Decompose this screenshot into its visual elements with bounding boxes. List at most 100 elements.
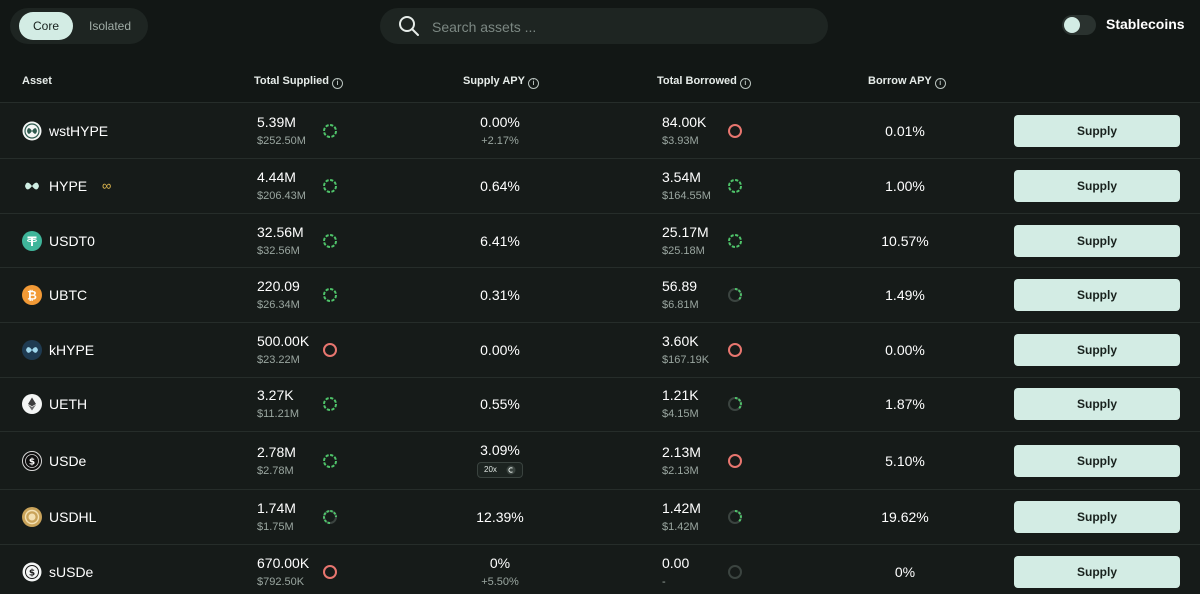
table-header: Asset Total Supplied i Supply APY i Total … xyxy=(0,62,1200,103)
supply-button[interactable]: Supply xyxy=(1014,334,1180,366)
multiplier-label: 20x xyxy=(484,465,497,474)
supply-apy-bonus: +5.50% xyxy=(481,576,519,588)
table-row[interactable]: kHYPE 500.00K $23.22M 0.00% 3.60K $167.1… xyxy=(0,323,1200,378)
table-row[interactable]: USDT0 32.56M $32.56M 6.41% 25.17M $25.18… xyxy=(0,214,1200,268)
total-supplied-usd: $11.21M xyxy=(257,408,299,420)
total-borrowed-usd: $167.19K xyxy=(662,354,710,366)
points-multiplier-badge: 20x xyxy=(477,462,523,478)
supply-cap-ring-icon xyxy=(323,179,337,193)
total-supplied-value: 3.27K xyxy=(257,387,294,403)
supply-cap-ring-icon xyxy=(323,397,337,411)
total-borrowed-value: 56.89 xyxy=(662,278,698,294)
borrow-apy-value: 1.00% xyxy=(885,178,925,194)
svg-text:₿: ₿ xyxy=(27,289,37,303)
info-icon[interactable]: i xyxy=(934,78,946,89)
borrow-cap-ring-icon xyxy=(728,565,742,579)
market-segment-control: Core Isolated xyxy=(10,8,148,44)
total-borrowed-usd: $1.42M xyxy=(662,521,699,533)
column-total-borrowed[interactable]: Total Borrowed i xyxy=(657,75,751,89)
column-asset: Asset xyxy=(22,75,52,87)
supply-button[interactable]: Supply xyxy=(1014,225,1180,257)
table-row[interactable]: UETH 3.27K $11.21M 0.55% 1.21K $4.15M 1.… xyxy=(0,378,1200,432)
table-row[interactable]: ₿ UBTC 220.09 $26.34M 0.31% 56.89 $6.81M… xyxy=(0,268,1200,323)
total-supplied-usd: $2.78M xyxy=(257,465,294,477)
borrow-apy-value: 1.87% xyxy=(885,396,925,412)
total-supplied-value: 500.00K xyxy=(257,333,310,349)
total-supplied-value: 4.44M xyxy=(257,169,296,185)
asset-name: wstHYPE xyxy=(49,123,109,139)
supply-button[interactable]: Supply xyxy=(1014,556,1180,588)
supply-apy-value: 6.41% xyxy=(480,233,520,249)
supply-button[interactable]: Supply xyxy=(1014,279,1180,311)
supply-button[interactable]: Supply xyxy=(1014,445,1180,477)
total-supplied-value: 220.09 xyxy=(257,278,300,294)
column-total-supplied[interactable]: Total Supplied i xyxy=(254,75,343,89)
total-supplied-usd: $23.22M xyxy=(257,354,300,366)
susde-token-icon: $ xyxy=(22,562,42,582)
column-borrow-apy[interactable]: Borrow APY i xyxy=(868,75,946,89)
info-icon[interactable]: i xyxy=(527,78,539,89)
borrow-apy-value: 0.01% xyxy=(885,123,925,139)
table-row[interactable]: $ sUSDe 670.00K $792.50K 0% +5.50% 0.00 … xyxy=(0,545,1200,594)
supply-button[interactable]: Supply xyxy=(1014,115,1180,147)
loop-icon: ∞ xyxy=(102,178,112,193)
total-supplied-usd: $206.43M xyxy=(257,190,306,202)
search-bar xyxy=(380,8,828,46)
total-supplied-value: 2.78M xyxy=(257,444,296,460)
supply-cap-ring-icon xyxy=(323,288,337,302)
supply-button[interactable]: Supply xyxy=(1014,501,1180,533)
ethena-points-icon xyxy=(506,465,516,475)
borrow-cap-ring-icon xyxy=(728,343,742,357)
supply-button[interactable]: Supply xyxy=(1014,170,1180,202)
tab-core[interactable]: Core xyxy=(19,12,73,40)
usde-token-icon: $ xyxy=(22,451,42,471)
borrow-cap-ring-icon xyxy=(728,179,742,193)
info-icon[interactable]: i xyxy=(739,78,751,89)
total-supplied-usd: $1.75M xyxy=(257,521,294,533)
borrow-cap-ring-icon xyxy=(728,234,742,248)
supply-apy-value: 3.09% xyxy=(480,442,520,458)
total-borrowed-value: 3.60K xyxy=(662,333,699,349)
hype-token-icon xyxy=(22,176,42,196)
column-supply-apy[interactable]: Supply APY i xyxy=(463,75,539,89)
supply-apy-value: 0% xyxy=(489,555,511,571)
total-supplied-value: 670.00K xyxy=(257,555,310,571)
supply-cap-ring-icon xyxy=(323,565,337,579)
supply-cap-ring-icon xyxy=(323,234,337,248)
total-borrowed-usd: $6.81M xyxy=(662,299,699,311)
total-borrowed-value: 1.42M xyxy=(662,500,701,516)
table-row[interactable]: HYPE ∞ 4.44M $206.43M 0.64% 3.54M $164.5… xyxy=(0,159,1200,214)
supply-cap-ring-icon xyxy=(323,510,337,524)
total-borrowed-usd: $164.55M xyxy=(662,190,711,202)
info-icon[interactable]: i xyxy=(331,78,343,89)
usdt0-token-icon xyxy=(22,231,42,251)
supply-apy-value: 0.00% xyxy=(480,342,520,358)
asset-name: UBTC xyxy=(49,287,88,303)
search-icon xyxy=(399,16,419,36)
total-borrowed-usd: - xyxy=(662,576,666,588)
usdhl-token-icon xyxy=(22,507,42,527)
total-supplied-value: 1.74M xyxy=(257,500,296,516)
total-borrowed-value: 3.54M xyxy=(662,169,701,185)
ubtc-token-icon: ₿ xyxy=(22,285,42,305)
svg-text:$: $ xyxy=(29,569,35,579)
supply-cap-ring-icon xyxy=(323,343,337,357)
supply-apy-value: 0.64% xyxy=(480,178,520,194)
total-borrowed-value: 2.13M xyxy=(662,444,701,460)
total-borrowed-value: 1.21K xyxy=(662,387,699,403)
search-input[interactable] xyxy=(430,8,814,46)
supply-button[interactable]: Supply xyxy=(1014,388,1180,420)
table-row[interactable]: wstHYPE 5.39M $252.50M 0.00% +2.17% 84.0… xyxy=(0,103,1200,159)
table-row[interactable]: $ USDe 2.78M $2.78M 3.09% 20x 2.13M $2.1… xyxy=(0,432,1200,490)
borrow-apy-value: 0% xyxy=(894,564,916,580)
stablecoins-toggle[interactable] xyxy=(1062,15,1096,35)
tab-isolated[interactable]: Isolated xyxy=(88,19,132,33)
borrow-apy-value: 19.62% xyxy=(881,509,929,525)
borrow-cap-ring-icon xyxy=(728,288,742,302)
table-row[interactable]: USDHL 1.74M $1.75M 12.39% 1.42M $1.42M 1… xyxy=(0,490,1200,545)
total-supplied-usd: $32.56M xyxy=(257,245,300,257)
total-supplied-value: 32.56M xyxy=(257,224,304,240)
asset-name: sUSDe xyxy=(49,564,94,580)
total-borrowed-value: 84.00K xyxy=(662,114,707,130)
asset-name: USDe xyxy=(49,453,87,469)
